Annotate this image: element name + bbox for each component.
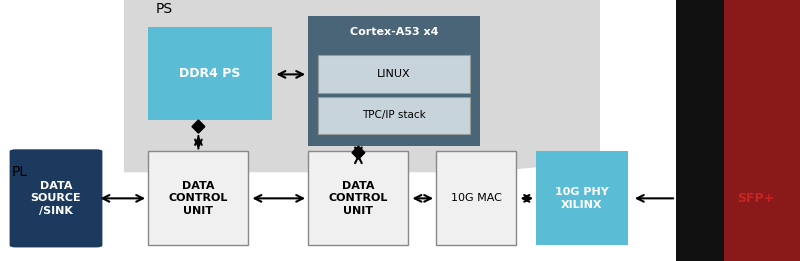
FancyBboxPatch shape [148,27,272,120]
Polygon shape [124,0,600,172]
FancyBboxPatch shape [10,149,102,247]
FancyBboxPatch shape [308,16,480,146]
FancyBboxPatch shape [318,97,470,134]
FancyBboxPatch shape [536,151,628,245]
Text: TPC/IP stack: TPC/IP stack [362,110,426,121]
Bar [724,0,800,261]
FancyBboxPatch shape [148,151,248,245]
Text: PL: PL [12,165,28,179]
Text: DATA
CONTROL
UNIT: DATA CONTROL UNIT [328,181,388,216]
FancyBboxPatch shape [436,151,516,245]
Text: DDR4 PS: DDR4 PS [179,67,241,80]
Polygon shape [352,146,365,159]
Text: 10G MAC: 10G MAC [450,193,502,203]
Bar [676,0,724,261]
Text: DATA
SOURCE
/SINK: DATA SOURCE /SINK [30,181,82,216]
Text: SFP+: SFP+ [738,192,774,205]
Text: LINUX: LINUX [377,69,410,79]
FancyBboxPatch shape [308,151,408,245]
Text: PS: PS [156,2,173,16]
Text: 10G PHY
XILINX: 10G PHY XILINX [555,187,609,210]
FancyBboxPatch shape [318,55,470,93]
Polygon shape [192,120,205,133]
Text: Cortex-A53 x4: Cortex-A53 x4 [350,27,438,37]
Text: DATA
CONTROL
UNIT: DATA CONTROL UNIT [168,181,228,216]
